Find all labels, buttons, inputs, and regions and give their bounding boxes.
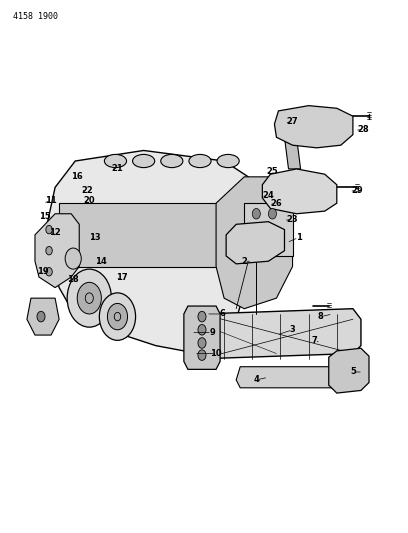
Circle shape <box>46 225 52 234</box>
Circle shape <box>46 268 52 276</box>
Ellipse shape <box>133 155 155 167</box>
Polygon shape <box>47 150 277 351</box>
Text: 3: 3 <box>290 325 295 334</box>
Bar <box>244 203 293 256</box>
Polygon shape <box>194 309 361 359</box>
Text: 7: 7 <box>312 336 317 345</box>
Polygon shape <box>184 306 220 369</box>
Text: 16: 16 <box>71 172 83 181</box>
Polygon shape <box>262 169 337 214</box>
Text: 18: 18 <box>67 275 79 284</box>
Polygon shape <box>27 298 59 335</box>
Ellipse shape <box>189 155 211 167</box>
Polygon shape <box>216 177 293 309</box>
Text: 5: 5 <box>350 367 356 376</box>
Text: 15: 15 <box>39 212 51 221</box>
Text: 6: 6 <box>219 310 225 319</box>
Text: 4: 4 <box>253 375 259 384</box>
Polygon shape <box>275 106 353 148</box>
Text: 10: 10 <box>210 349 222 358</box>
Text: 2: 2 <box>241 257 247 266</box>
Text: 14: 14 <box>95 257 107 266</box>
Text: 12: 12 <box>49 228 61 237</box>
Circle shape <box>252 208 260 219</box>
Text: 28: 28 <box>357 125 369 134</box>
Text: 23: 23 <box>287 214 298 223</box>
Ellipse shape <box>161 155 183 167</box>
Circle shape <box>65 248 81 269</box>
Text: 24: 24 <box>262 191 274 200</box>
Polygon shape <box>236 367 337 388</box>
Text: 1: 1 <box>296 233 302 242</box>
Text: 19: 19 <box>37 267 49 276</box>
Ellipse shape <box>104 155 126 167</box>
Circle shape <box>198 338 206 348</box>
Ellipse shape <box>217 155 239 167</box>
Polygon shape <box>329 348 369 393</box>
Circle shape <box>268 208 277 219</box>
Circle shape <box>107 303 128 330</box>
Text: 11: 11 <box>45 196 57 205</box>
Text: 26: 26 <box>271 199 282 208</box>
Bar <box>59 203 260 266</box>
Text: 22: 22 <box>82 185 93 195</box>
Circle shape <box>77 282 101 314</box>
Polygon shape <box>35 214 79 288</box>
Circle shape <box>67 269 111 327</box>
Polygon shape <box>226 222 284 264</box>
Polygon shape <box>284 138 301 169</box>
Circle shape <box>100 293 135 341</box>
Circle shape <box>198 350 206 360</box>
Text: 13: 13 <box>89 233 101 242</box>
Text: 4158 1900: 4158 1900 <box>13 12 58 21</box>
Circle shape <box>46 246 52 255</box>
Text: 9: 9 <box>209 328 215 337</box>
Text: 17: 17 <box>116 272 127 281</box>
Text: 8: 8 <box>318 312 324 321</box>
Text: 29: 29 <box>351 185 363 195</box>
Circle shape <box>37 311 45 322</box>
Text: 20: 20 <box>84 196 95 205</box>
Text: 25: 25 <box>266 167 278 176</box>
Text: 27: 27 <box>287 117 298 126</box>
Circle shape <box>198 311 206 322</box>
Circle shape <box>198 325 206 335</box>
Text: 21: 21 <box>112 164 123 173</box>
